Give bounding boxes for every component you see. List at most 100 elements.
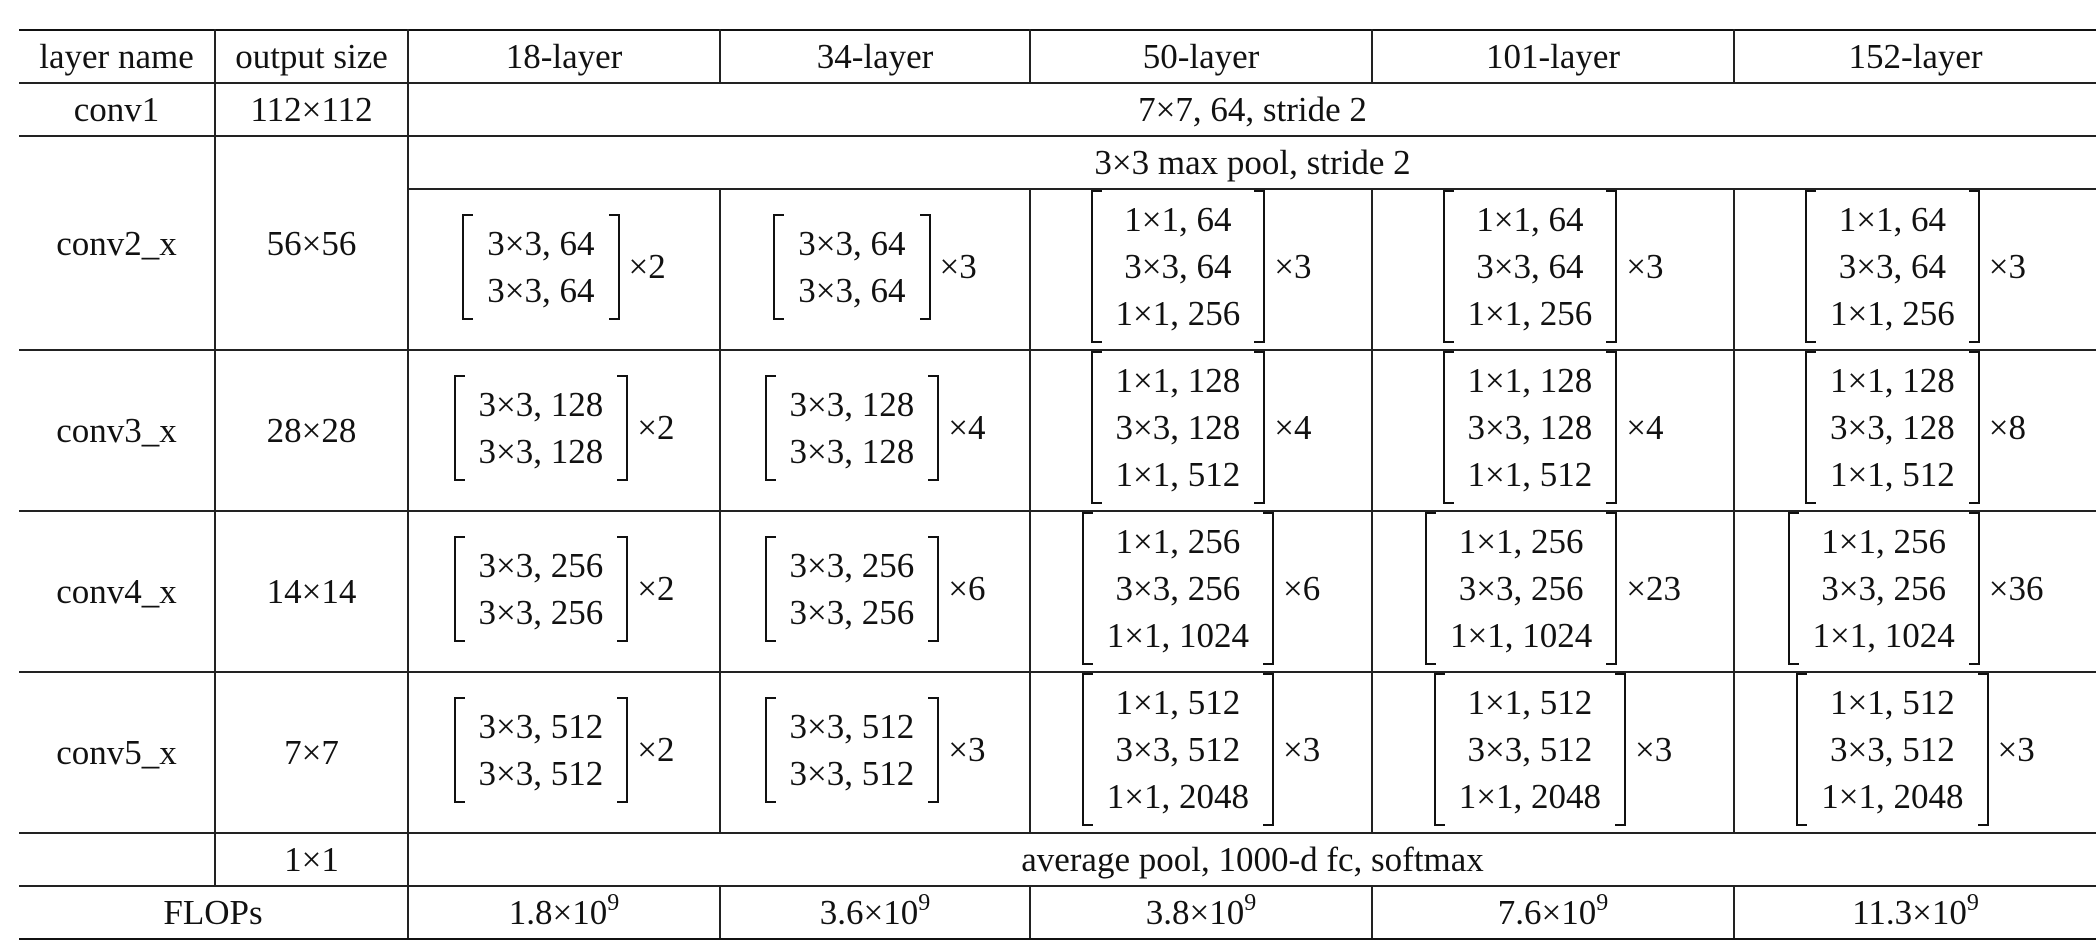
left-bracket bbox=[1425, 512, 1436, 665]
block-bracket: 3×3, 256 3×3, 256 bbox=[453, 535, 629, 642]
conv2-size: 56×56 bbox=[214, 135, 409, 351]
flops-mantissa: 3.8×10 bbox=[1145, 893, 1245, 932]
residual-block: 1×1, 64 3×3, 64 1×1, 256 ×3 bbox=[1090, 190, 1312, 343]
right-bracket bbox=[1606, 190, 1618, 343]
residual-block: 3×3, 256 3×3, 256 ×6 bbox=[764, 535, 986, 642]
right-bracket bbox=[1263, 512, 1274, 665]
block-bracket: 1×1, 128 3×3, 128 1×1, 512 bbox=[1090, 351, 1266, 504]
layer-spec: 1×1, 512 bbox=[1467, 455, 1593, 494]
repeat-count: ×6 bbox=[948, 569, 986, 608]
flops-152: 11.3×109 bbox=[1733, 885, 2096, 940]
block-bracket: 1×1, 512 3×3, 512 1×1, 2048 bbox=[1796, 673, 1989, 826]
repeat-count: ×23 bbox=[1626, 569, 1681, 608]
block-cell-34-layer: 3×3, 512 3×3, 512 ×3 bbox=[719, 671, 1031, 834]
layer-spec: 1×1, 2048 bbox=[1821, 777, 1964, 816]
layer-spec: 3×3, 128 bbox=[789, 431, 915, 471]
right-bracket bbox=[1968, 190, 1980, 343]
flops-label: FLOPs bbox=[19, 885, 409, 940]
repeat-count: ×36 bbox=[1988, 569, 2044, 608]
layer-stack: 3×3, 128 3×3, 128 bbox=[465, 375, 618, 481]
left-bracket bbox=[453, 696, 465, 803]
flops-mantissa: 7.6×10 bbox=[1497, 893, 1597, 932]
block-bracket: 3×3, 128 3×3, 128 bbox=[453, 374, 629, 481]
layer-spec: 3×3, 64 bbox=[1476, 247, 1584, 286]
right-bracket bbox=[617, 696, 629, 803]
layer-stack: 1×1, 256 3×3, 256 1×1, 1024 bbox=[1093, 512, 1263, 665]
block-bracket: 3×3, 64 3×3, 64 bbox=[773, 213, 931, 320]
right-bracket bbox=[608, 213, 620, 320]
left-bracket bbox=[462, 213, 474, 320]
flops-exponent: 9 bbox=[1244, 890, 1257, 916]
repeat-count: ×3 bbox=[1626, 247, 1664, 286]
left-bracket bbox=[1442, 351, 1454, 504]
right-bracket bbox=[1968, 512, 1980, 665]
left-bracket bbox=[764, 374, 776, 481]
block-bracket: 1×1, 512 3×3, 512 1×1, 2048 bbox=[1081, 673, 1274, 826]
flops-mantissa: 3.6×10 bbox=[819, 893, 919, 932]
layer-spec: 3×3, 128 bbox=[478, 431, 604, 471]
repeat-count: ×6 bbox=[1283, 569, 1321, 608]
layer-spec: 1×1, 64 bbox=[1476, 200, 1584, 239]
layer-spec: 3×3, 128 bbox=[1467, 408, 1593, 447]
layer-spec: 1×1, 256 bbox=[1458, 522, 1584, 561]
layer-spec: 1×1, 128 bbox=[1830, 361, 1955, 400]
avgpool-row: 1×1 average pool, 1000-d fc, softmax bbox=[19, 832, 2096, 887]
layer-spec: 3×3, 512 bbox=[789, 706, 915, 746]
conv4-row: conv4_x 14×14 3×3, 256 3×3, 256 ×2 3×3, 256… bbox=[19, 510, 2096, 673]
left-bracket bbox=[1442, 190, 1454, 343]
header-layer-name: layer name bbox=[19, 29, 216, 84]
layer-stack: 1×1, 512 3×3, 512 1×1, 2048 bbox=[1445, 673, 1615, 826]
block-bracket: 1×1, 128 3×3, 128 1×1, 512 bbox=[1805, 351, 1980, 504]
residual-block: 1×1, 128 3×3, 128 1×1, 512 ×4 bbox=[1442, 351, 1664, 504]
layer-stack: 1×1, 256 3×3, 256 1×1, 1024 bbox=[1436, 512, 1606, 665]
layer-spec: 1×1, 512 bbox=[1830, 455, 1955, 494]
left-bracket bbox=[1081, 512, 1093, 665]
block-cell-152-layer: 1×1, 256 3×3, 256 1×1, 1024 ×36 bbox=[1733, 510, 2096, 673]
residual-block: 1×1, 512 3×3, 512 1×1, 2048 ×3 bbox=[1796, 673, 2035, 826]
layer-spec: 1×1, 256 bbox=[1115, 294, 1241, 333]
layer-spec: 1×1, 512 bbox=[1115, 455, 1241, 494]
block-bracket: 3×3, 512 3×3, 512 bbox=[764, 696, 940, 803]
layer-stack: 3×3, 128 3×3, 128 bbox=[776, 375, 929, 481]
left-bracket bbox=[1787, 512, 1799, 665]
layer-spec: 3×3, 64 bbox=[1124, 247, 1232, 286]
right-bracket bbox=[1968, 351, 1980, 504]
block-bracket: 3×3, 64 3×3, 64 bbox=[462, 213, 620, 320]
header-152-layer: 152-layer bbox=[1733, 29, 2096, 84]
conv4-size: 14×14 bbox=[214, 510, 409, 673]
left-bracket bbox=[1090, 190, 1102, 343]
layer-spec: 1×1, 256 bbox=[1830, 294, 1955, 333]
flops-exponent: 9 bbox=[607, 890, 620, 916]
right-bracket bbox=[1606, 351, 1618, 504]
residual-block: 1×1, 128 3×3, 128 1×1, 512 ×8 bbox=[1805, 351, 2026, 504]
layer-stack: 3×3, 512 3×3, 512 bbox=[776, 697, 929, 803]
block-bracket: 1×1, 256 3×3, 256 1×1, 1024 bbox=[1081, 512, 1274, 665]
block-cell-34-layer: 3×3, 64 3×3, 64 ×3 bbox=[719, 188, 1031, 351]
right-bracket bbox=[928, 374, 940, 481]
block-bracket: 1×1, 64 3×3, 64 1×1, 256 bbox=[1090, 190, 1266, 343]
residual-block: 3×3, 256 3×3, 256 ×2 bbox=[453, 535, 675, 642]
block-bracket: 1×1, 256 3×3, 256 1×1, 1024 bbox=[1787, 512, 1980, 665]
flops-mantissa: 1.8×10 bbox=[508, 893, 608, 932]
conv3-row: conv3_x 28×28 3×3, 128 3×3, 128 ×2 3×3, 128… bbox=[19, 349, 2096, 512]
layer-spec: 1×1, 512 bbox=[1467, 683, 1593, 722]
block-cell-18-layer: 3×3, 64 3×3, 64 ×2 bbox=[407, 188, 721, 351]
right-bracket bbox=[1615, 673, 1626, 826]
layer-spec: 3×3, 64 bbox=[798, 270, 906, 310]
block-bracket: 1×1, 256 3×3, 256 1×1, 1024 bbox=[1425, 512, 1618, 665]
block-cell-18-layer: 3×3, 256 3×3, 256 ×2 bbox=[407, 510, 721, 673]
layer-spec: 3×3, 512 bbox=[789, 753, 915, 793]
repeat-count: ×4 bbox=[1626, 408, 1664, 447]
right-bracket bbox=[1977, 673, 1989, 826]
conv3-name: conv3_x bbox=[19, 349, 216, 512]
block-cell-50-layer: 1×1, 128 3×3, 128 1×1, 512 ×4 bbox=[1029, 349, 1373, 512]
layer-spec: 1×1, 1024 bbox=[1106, 616, 1249, 655]
layer-spec: 3×3, 512 bbox=[478, 753, 604, 793]
conv3-size: 28×28 bbox=[214, 349, 409, 512]
repeat-count: ×4 bbox=[948, 408, 986, 447]
header-row: layer name output size 18-layer 34-layer… bbox=[19, 29, 2096, 84]
left-bracket bbox=[1805, 190, 1816, 343]
layer-stack: 3×3, 64 3×3, 64 bbox=[784, 214, 919, 320]
block-cell-50-layer: 1×1, 256 3×3, 256 1×1, 1024 ×6 bbox=[1029, 510, 1373, 673]
residual-block: 1×1, 256 3×3, 256 1×1, 1024 ×23 bbox=[1425, 512, 1681, 665]
